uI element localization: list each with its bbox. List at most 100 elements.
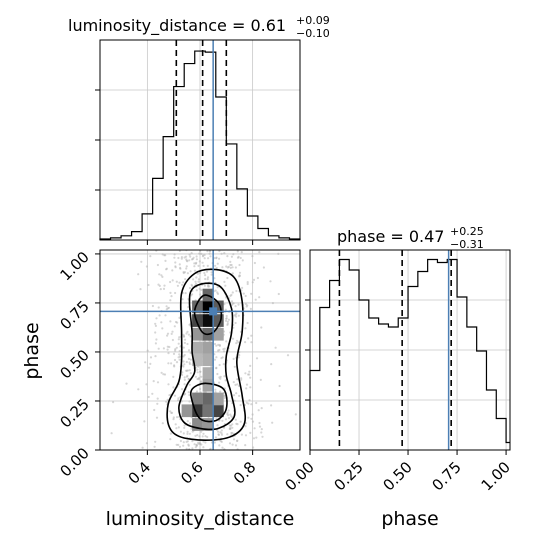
scatter-point bbox=[183, 426, 186, 429]
scatter-point bbox=[183, 424, 186, 427]
luminosity-distance-histogram-step bbox=[99, 50, 301, 240]
scatter-point bbox=[222, 363, 225, 366]
scatter-point bbox=[224, 418, 228, 421]
scatter-point bbox=[172, 416, 175, 419]
scatter-point bbox=[215, 366, 218, 369]
scatter-point bbox=[165, 308, 168, 311]
scatter-point bbox=[182, 333, 185, 336]
scatter-point bbox=[183, 256, 186, 259]
scatter-point bbox=[237, 341, 240, 344]
scatter-point bbox=[183, 378, 186, 381]
scatter-point bbox=[213, 358, 217, 361]
joint-xtick-label-1: 0.6 bbox=[177, 458, 207, 488]
scatter-point bbox=[249, 376, 252, 379]
density-cell-13 bbox=[192, 353, 203, 367]
scatter-point bbox=[159, 288, 162, 291]
scatter-point bbox=[230, 431, 233, 435]
scatter-point bbox=[248, 370, 251, 373]
scatter-point bbox=[173, 256, 176, 259]
scatter-point bbox=[186, 430, 189, 433]
scatter-point bbox=[223, 303, 226, 306]
scatter-point bbox=[144, 361, 147, 364]
scatter-point bbox=[202, 446, 205, 449]
scatter-point bbox=[178, 445, 182, 448]
scatter-point bbox=[215, 257, 218, 260]
scatter-point bbox=[238, 274, 241, 277]
scatter-point bbox=[229, 413, 232, 416]
scatter-point bbox=[178, 263, 181, 266]
joint-contour-0 bbox=[193, 294, 223, 336]
scatter-point bbox=[224, 379, 227, 382]
scatter-point bbox=[110, 432, 113, 435]
scatter-point bbox=[215, 344, 218, 347]
scatter-point bbox=[161, 275, 164, 278]
scatter-point bbox=[197, 365, 200, 368]
scatter-point bbox=[170, 411, 174, 414]
scatter-point bbox=[245, 401, 248, 404]
density-cell-15 bbox=[202, 378, 214, 392]
right-xtick-label-3: 0.75 bbox=[429, 458, 465, 494]
scatter-point bbox=[162, 287, 166, 290]
scatter-point bbox=[225, 314, 228, 318]
scatter-point bbox=[224, 319, 228, 322]
density-cell-23 bbox=[202, 418, 214, 431]
scatter-point bbox=[236, 250, 239, 253]
scatter-point bbox=[179, 439, 182, 443]
scatter-point bbox=[191, 440, 194, 443]
scatter-point bbox=[154, 440, 157, 443]
scatter-point bbox=[227, 318, 230, 321]
scatter-point bbox=[191, 284, 194, 287]
scatter-point bbox=[189, 358, 192, 361]
scatter-point bbox=[244, 434, 248, 437]
scatter-point bbox=[189, 351, 192, 355]
scatter-point bbox=[209, 255, 212, 258]
scatter-point bbox=[218, 348, 221, 352]
scatter-point bbox=[166, 348, 169, 351]
scatter-point bbox=[175, 280, 178, 283]
scatter-point bbox=[215, 356, 218, 359]
scatter-point bbox=[167, 383, 170, 386]
scatter-point bbox=[185, 440, 188, 443]
scatter-point bbox=[147, 283, 150, 287]
scatter-point bbox=[244, 425, 247, 428]
scatter-point bbox=[238, 394, 241, 397]
scatter-point bbox=[271, 302, 274, 305]
scatter-point bbox=[204, 274, 207, 277]
scatter-point bbox=[231, 443, 234, 446]
scatter-point bbox=[227, 414, 230, 417]
scatter-point bbox=[195, 276, 198, 279]
scatter-point bbox=[241, 259, 244, 262]
scatter-point bbox=[155, 338, 158, 341]
scatter-point bbox=[161, 422, 164, 425]
scatter-point bbox=[156, 402, 159, 405]
scatter-point bbox=[174, 423, 177, 426]
scatter-point bbox=[208, 252, 211, 255]
scatter-point bbox=[185, 369, 188, 372]
scatter-point bbox=[214, 264, 217, 267]
scatter-point bbox=[226, 323, 229, 326]
scatter-point bbox=[229, 426, 232, 430]
density-cell-22 bbox=[192, 418, 203, 431]
scatter-point bbox=[274, 346, 277, 349]
density-cell-1 bbox=[202, 314, 214, 327]
scatter-point bbox=[246, 282, 249, 286]
scatter-point bbox=[256, 276, 259, 280]
scatter-point bbox=[235, 312, 238, 315]
scatter-point bbox=[206, 250, 209, 253]
scatter-point bbox=[169, 438, 172, 441]
scatter-point bbox=[186, 272, 189, 275]
scatter-point bbox=[190, 294, 193, 297]
density-cell-24 bbox=[213, 392, 224, 406]
scatter-point bbox=[231, 337, 235, 340]
scatter-point bbox=[174, 261, 177, 264]
scatter-point bbox=[223, 396, 226, 400]
scatter-point bbox=[255, 401, 258, 405]
scatter-point bbox=[188, 253, 191, 256]
scatter-point bbox=[188, 432, 191, 435]
scatter-point bbox=[239, 404, 242, 407]
scatter-point bbox=[237, 303, 240, 306]
scatter-point bbox=[239, 420, 242, 423]
scatter-point bbox=[158, 273, 161, 276]
scatter-point bbox=[262, 266, 265, 269]
scatter-point bbox=[210, 273, 213, 276]
